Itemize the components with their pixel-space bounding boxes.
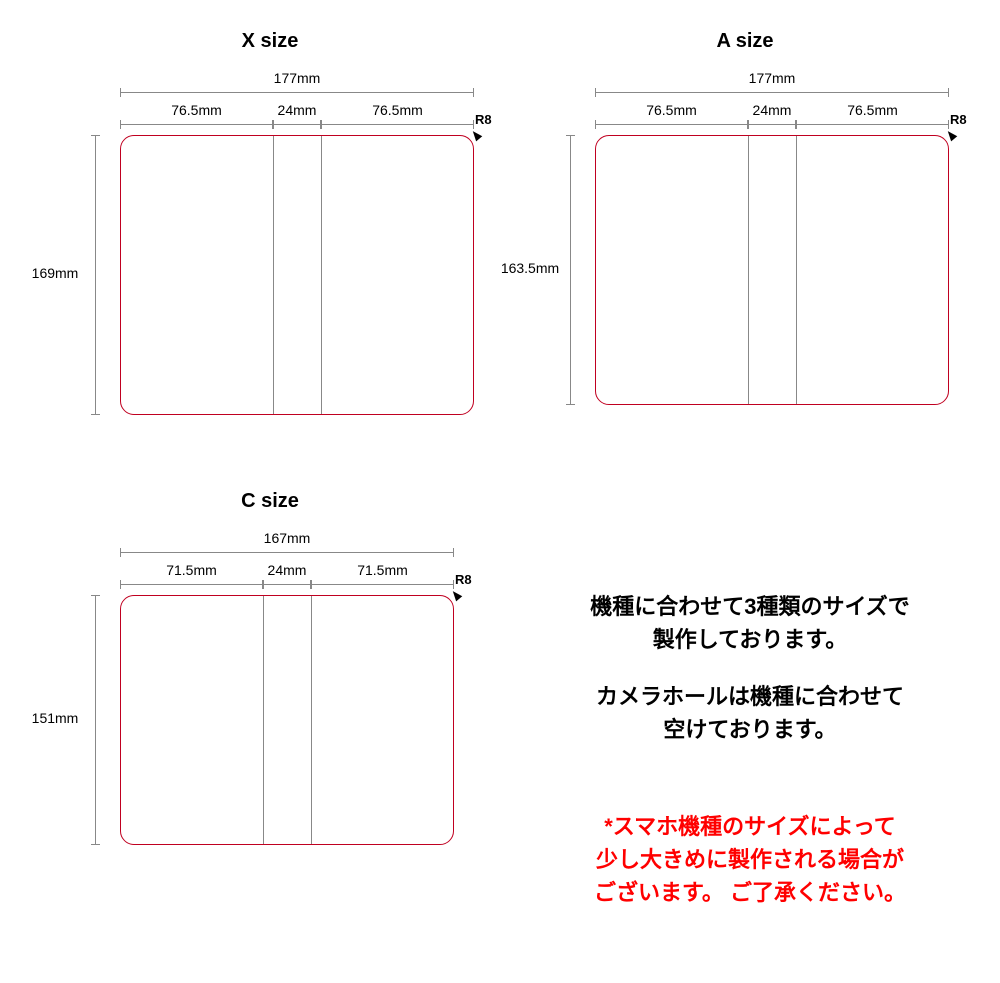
c-spine-w: 24mm: [263, 562, 311, 578]
a-total-width-line: [595, 92, 949, 93]
warn-line2: 少し大きめに製作される場合が: [530, 843, 970, 876]
x-right-w: 76.5mm: [321, 102, 474, 118]
a-spine-w: 24mm: [748, 102, 796, 118]
c-radius: R8: [455, 572, 472, 587]
panel-c-title: C size: [55, 490, 485, 513]
x-total-width-line: [120, 92, 474, 93]
c-sub-line-1: [120, 584, 263, 585]
a-radius: R8: [950, 112, 967, 127]
a-spine-right: [796, 136, 797, 404]
warning-block: *スマホ機種のサイズによって 少し大きめに製作される場合が ございます。 ご了承…: [530, 810, 970, 909]
a-sub-line-2: [748, 124, 796, 125]
c-spine-right: [311, 596, 312, 844]
a-radius-arrow: [945, 129, 958, 142]
panel-c: C size 167mm 71.5mm 24mm 71.5mm 151mm R8: [55, 490, 485, 870]
a-sub-line-1: [595, 124, 748, 125]
x-left-w: 76.5mm: [120, 102, 273, 118]
x-spine-w: 24mm: [273, 102, 321, 118]
c-total-width-line: [120, 552, 454, 553]
c-height: 151mm: [25, 710, 85, 726]
x-total-width: 177mm: [120, 70, 474, 86]
panel-x: X size 177mm 76.5mm 24mm 76.5mm 169mm R8: [55, 30, 485, 420]
panel-a: A size 177mm 76.5mm 24mm 76.5mm 163.5mm …: [530, 30, 960, 420]
a-height: 163.5mm: [500, 260, 560, 276]
desc-line2: 製作しております。: [530, 623, 970, 656]
x-height-line: [95, 135, 96, 415]
x-sub-line-2: [273, 124, 321, 125]
x-radius-arrow: [470, 129, 483, 142]
x-sub-line-1: [120, 124, 273, 125]
a-total-width: 177mm: [595, 70, 949, 86]
x-case-outline: [120, 135, 474, 415]
description-block: 機種に合わせて3種類のサイズで 製作しております。 カメラホールは機種に合わせて…: [530, 590, 970, 746]
c-sub-line-3: [311, 584, 454, 585]
c-case-outline: [120, 595, 454, 845]
x-radius: R8: [475, 112, 492, 127]
a-height-line: [570, 135, 571, 405]
desc-line4: 空けております。: [530, 713, 970, 746]
warn-line3: ございます。 ご了承ください。: [530, 876, 970, 909]
x-sub-line-3: [321, 124, 474, 125]
c-sub-line-2: [263, 584, 311, 585]
c-total-width: 167mm: [120, 530, 454, 546]
c-spine-left: [263, 596, 264, 844]
warn-line1: *スマホ機種のサイズによって: [530, 810, 970, 843]
a-spine-left: [748, 136, 749, 404]
a-right-w: 76.5mm: [796, 102, 949, 118]
c-radius-arrow: [450, 589, 463, 602]
c-left-w: 71.5mm: [120, 562, 263, 578]
a-left-w: 76.5mm: [595, 102, 748, 118]
a-sub-line-3: [796, 124, 949, 125]
panel-x-title: X size: [55, 30, 485, 53]
panel-a-title: A size: [530, 30, 960, 53]
a-case-outline: [595, 135, 949, 405]
c-right-w: 71.5mm: [311, 562, 454, 578]
desc-line1: 機種に合わせて3種類のサイズで: [530, 590, 970, 623]
c-height-line: [95, 595, 96, 845]
x-spine-right: [321, 136, 322, 414]
desc-line3: カメラホールは機種に合わせて: [530, 680, 970, 713]
x-spine-left: [273, 136, 274, 414]
x-height: 169mm: [25, 265, 85, 281]
